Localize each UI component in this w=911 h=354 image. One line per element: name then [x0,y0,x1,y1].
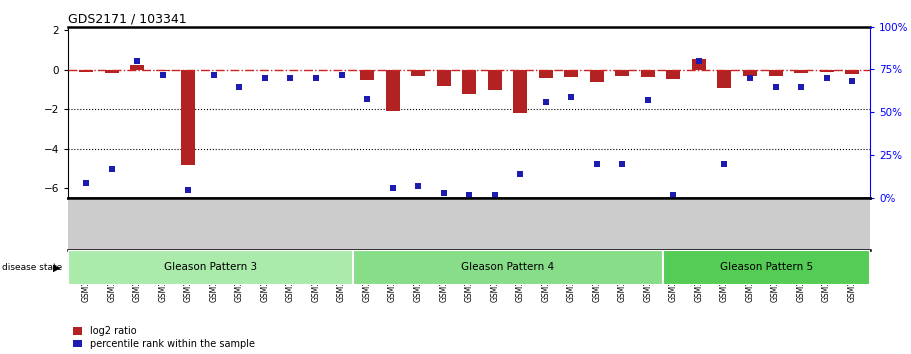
Bar [538,70,553,78]
Bar [743,70,757,76]
Bar [769,70,783,76]
Point [130,58,145,64]
Legend: log2 ratio, percentile rank within the sample: log2 ratio, percentile rank within the s… [73,326,255,349]
Point [283,75,298,81]
Bar [353,250,663,285]
Bar [130,65,144,70]
Bar [663,250,870,285]
Point [156,72,170,78]
Bar [820,70,834,72]
Bar [615,70,630,76]
Point [640,98,655,103]
Point [666,192,681,198]
Point [487,192,502,198]
Point [105,166,119,172]
Bar [666,70,681,79]
Point [258,75,272,81]
Bar [436,70,451,86]
Point [79,180,94,185]
Bar [68,250,353,285]
Bar [360,70,374,80]
Bar [105,70,118,73]
Point [768,84,783,90]
Point [181,187,196,193]
Point [538,99,553,105]
Point [207,72,221,78]
Point [844,79,859,84]
Point [819,75,834,81]
Point [462,192,476,198]
Point [334,72,349,78]
Point [513,171,527,177]
Text: GDS2171 / 103341: GDS2171 / 103341 [68,12,187,25]
Bar [487,70,502,90]
Bar [718,70,732,88]
Bar [794,70,808,73]
Bar [845,70,859,74]
Bar [385,70,400,112]
Point [742,75,757,81]
Bar [181,70,195,165]
Bar [640,70,655,77]
Bar [462,70,476,94]
Point [615,161,630,167]
Bar [156,70,169,71]
Point [589,161,604,167]
Bar [692,59,706,70]
Point [793,84,808,90]
Bar [513,70,527,113]
Bar [411,70,425,76]
Point [385,185,400,191]
Point [232,84,247,90]
Bar [79,70,93,72]
Text: Gleason Pattern 5: Gleason Pattern 5 [720,262,814,272]
Point [717,161,732,167]
Point [360,96,374,102]
Text: Gleason Pattern 3: Gleason Pattern 3 [164,262,257,272]
Point [309,75,323,81]
Bar [589,70,604,82]
Text: ▶: ▶ [53,262,60,272]
Point [436,190,451,196]
Bar [564,70,578,77]
Text: Gleason Pattern 4: Gleason Pattern 4 [461,262,555,272]
Point [564,94,578,100]
Point [411,183,425,189]
Point [691,58,706,64]
Text: disease state: disease state [2,263,62,272]
